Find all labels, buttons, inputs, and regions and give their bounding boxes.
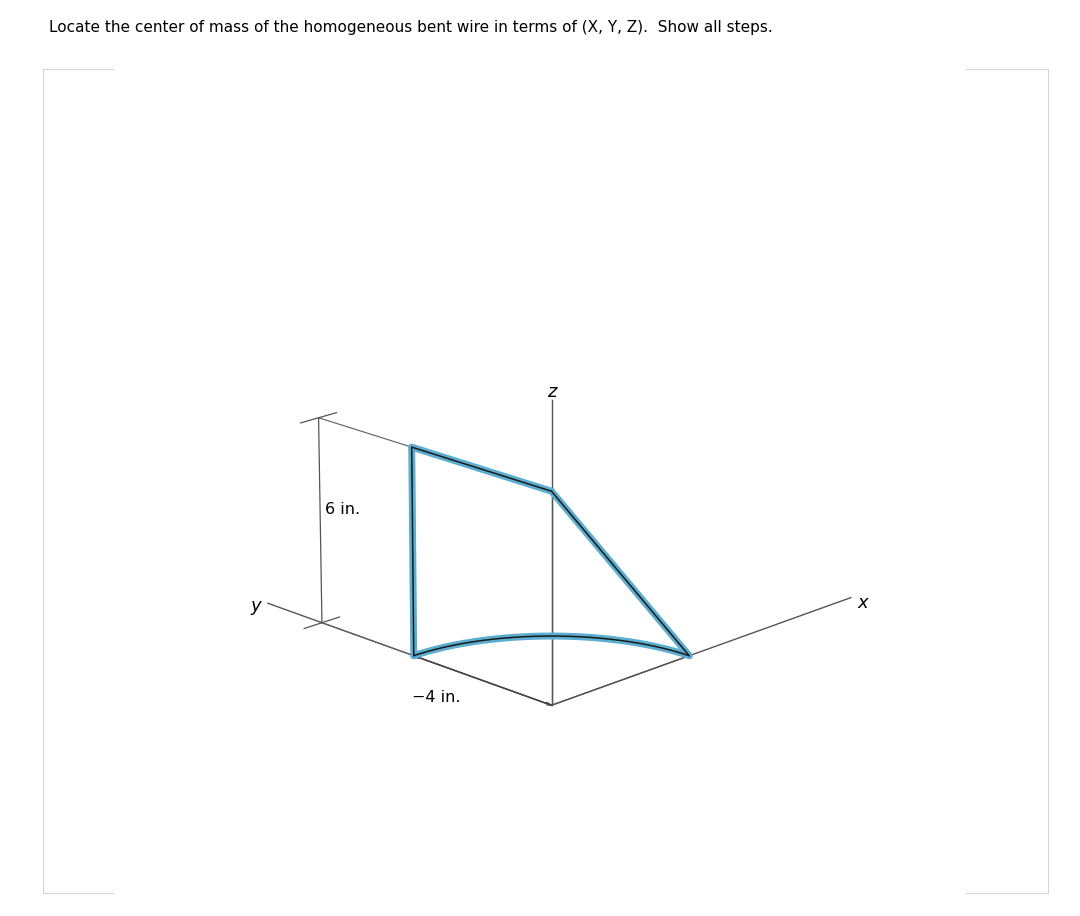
Text: Locate the center of mass of the homogeneous bent wire in terms of (X, Y, Z).  S: Locate the center of mass of the homogen… <box>49 20 772 35</box>
